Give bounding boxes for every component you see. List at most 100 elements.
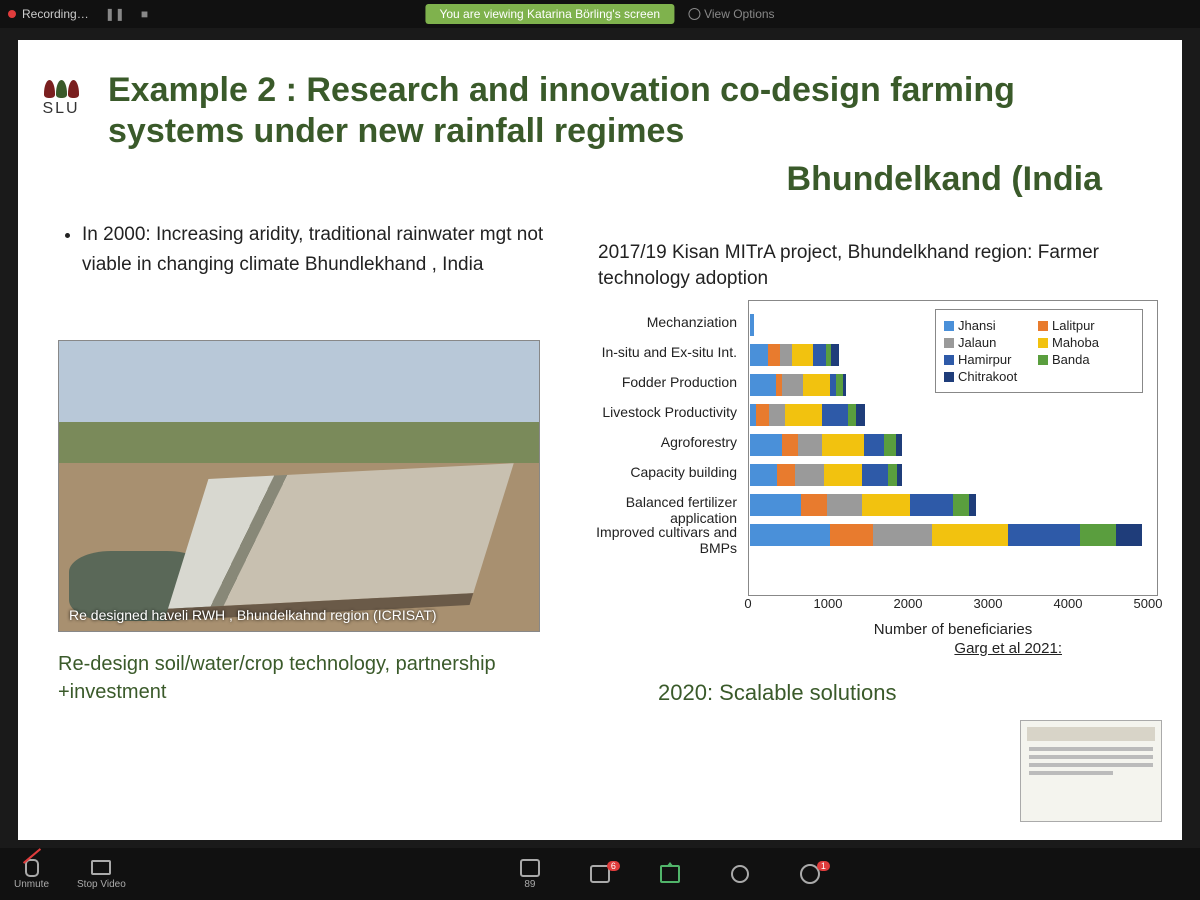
chart-bar-segment: [785, 404, 822, 426]
gear-icon: [688, 8, 700, 20]
chart-bar-segment: [795, 464, 824, 486]
chart-x-tick: 1000: [814, 596, 843, 611]
field-photo: Re designed haveli RWH , Bhundelkahnd re…: [58, 340, 540, 632]
chart-legend: Jhansi Lalitpur Jalaun Mahoba Hamirpur Banda C…: [935, 309, 1143, 393]
zoom-top-center: You are viewing Katarina Börling's scree…: [425, 4, 774, 24]
chart-category-label: Livestock Productivity: [578, 404, 743, 420]
screen-share-banner: You are viewing Katarina Börling's scree…: [425, 4, 674, 24]
chart-bar-segment: [848, 404, 856, 426]
chart-x-tick: 4000: [1054, 596, 1083, 611]
reactions-button[interactable]: 1: [786, 865, 834, 883]
chart-bar-segment: [801, 494, 827, 516]
chart-bar-segment: [830, 524, 873, 546]
chart-bar-segment: [822, 404, 848, 426]
zoom-toolbar-center: 89 6 1: [506, 859, 834, 890]
slide-subtitle: Bhundelkand (India: [787, 160, 1102, 199]
chart-plot-area: Jhansi Lalitpur Jalaun Mahoba Hamirpur Banda C…: [748, 300, 1158, 596]
legend-label: Jhansi: [958, 318, 996, 333]
legend-swatch-icon: [944, 372, 954, 382]
chart-bar-row: [750, 373, 846, 397]
zoom-toolbar: Unmute Stop Video 89 6 1: [0, 848, 1200, 900]
chart-bar-segment: [884, 434, 895, 456]
chart-bar-segment: [750, 434, 782, 456]
pause-recording-button[interactable]: ❚❚: [105, 7, 125, 21]
stop-video-label: Stop Video: [77, 879, 126, 890]
chart-bar-segment: [896, 434, 902, 456]
chart-bar-segment: [856, 404, 866, 426]
shared-slide: SLU Example 2 : Research and innovation …: [18, 40, 1182, 840]
share-screen-icon: [660, 865, 680, 883]
chart-bar-row: [750, 313, 754, 337]
chart-bar-segment: [782, 374, 803, 396]
stop-video-button[interactable]: Stop Video: [63, 859, 140, 890]
photo-caption: Re designed haveli RWH , Bhundelkahnd re…: [69, 607, 437, 623]
legend-label: Banda: [1052, 352, 1090, 367]
chart-bar-segment: [824, 464, 862, 486]
chart-bar-segment: [769, 404, 785, 426]
chart-bar-segment: [873, 524, 932, 546]
chart-bar-segment: [803, 374, 830, 396]
legend-item: Mahoba: [1038, 335, 1124, 350]
chart-bar-row: [750, 493, 976, 517]
share-screen-button[interactable]: [646, 865, 694, 883]
legend-label: Chitrakoot: [958, 369, 1017, 384]
unmute-label: Unmute: [14, 879, 49, 890]
chart-bar-segment: [843, 374, 846, 396]
chart-bar-segment: [862, 494, 910, 516]
record-dot-icon: [8, 10, 16, 18]
legend-label: Jalaun: [958, 335, 996, 350]
chart-bar-segment: [864, 434, 885, 456]
microphone-muted-icon: [25, 859, 39, 877]
chart-category-label: In-situ and Ex-situ Int.: [578, 344, 743, 360]
legend-swatch-icon: [944, 321, 954, 331]
record-button[interactable]: [716, 865, 764, 883]
legend-swatch-icon: [1038, 321, 1048, 331]
zoom-top-bar: Recording… ❚❚ ■ You are viewing Katarina…: [0, 0, 1200, 28]
chart-bar-segment: [792, 344, 813, 366]
chart-bar-segment: [782, 434, 798, 456]
chart-bar-segment: [756, 404, 769, 426]
participants-count: 89: [524, 879, 535, 890]
legend-swatch-icon: [1038, 338, 1048, 348]
chart-x-tick: 3000: [974, 596, 1003, 611]
chat-button[interactable]: 6: [576, 865, 624, 883]
legend-item: Jhansi: [944, 318, 1030, 333]
chart-x-tick: 0: [744, 596, 751, 611]
chart-bar-segment: [969, 494, 975, 516]
chart-bar-row: [750, 403, 865, 427]
chat-badge: 6: [607, 861, 620, 871]
photo-channel-shape: [164, 463, 513, 621]
stop-recording-button[interactable]: ■: [141, 7, 148, 21]
chart-bar-segment: [750, 524, 830, 546]
chart-bar-row: [750, 463, 902, 487]
slide-bullets: In 2000: Increasing aridity, traditional…: [58, 220, 558, 281]
chart-category-label: Improved cultivars and BMPs: [578, 524, 743, 556]
chart-x-tick: 2000: [894, 596, 923, 611]
legend-item: Banda: [1038, 352, 1124, 367]
chart-bar-segment: [750, 464, 777, 486]
camera-icon: [91, 860, 111, 875]
legend-label: Lalitpur: [1052, 318, 1095, 333]
chart-bar-segment: [932, 524, 1007, 546]
chart-bar-segment: [780, 344, 793, 366]
reactions-badge: 1: [817, 861, 830, 871]
chart-bar-segment: [862, 464, 888, 486]
adoption-chart: Jhansi Lalitpur Jalaun Mahoba Hamirpur Banda C…: [578, 300, 1168, 640]
chart-bar-row: [750, 343, 839, 367]
left-caption: Re-design soil/water/crop technology, pa…: [58, 650, 538, 706]
unmute-button[interactable]: Unmute: [0, 859, 63, 890]
slu-logo-mark-icon: [36, 80, 86, 98]
chart-bar-segment: [910, 494, 953, 516]
legend-item: Chitrakoot: [944, 369, 1030, 384]
participants-button[interactable]: 89: [506, 859, 554, 890]
chart-category-label: Mechanziation: [578, 314, 743, 330]
chart-category-label: Balanced fertilizer application: [578, 494, 743, 526]
chart-bar-segment: [777, 464, 795, 486]
legend-label: Hamirpur: [958, 352, 1011, 367]
chart-bar-segment: [750, 314, 754, 336]
chart-bar-segment: [831, 344, 839, 366]
chart-x-tick: 5000: [1134, 596, 1163, 611]
view-options-button[interactable]: View Options: [688, 7, 774, 21]
legend-label: Mahoba: [1052, 335, 1099, 350]
recording-indicator: Recording… ❚❚ ■: [0, 7, 148, 21]
